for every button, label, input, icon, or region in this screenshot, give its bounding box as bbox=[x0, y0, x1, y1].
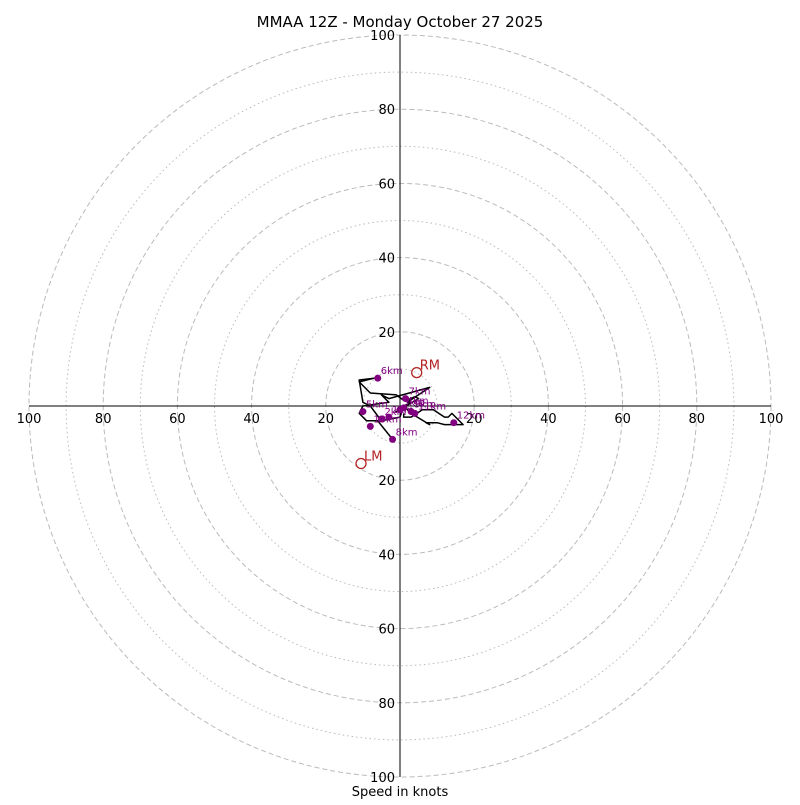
height-marker-dot bbox=[359, 408, 367, 416]
height-marker-label: 12km bbox=[457, 411, 485, 422]
storm-motion-marker bbox=[355, 457, 367, 470]
height-marker-label: 8km bbox=[396, 427, 418, 438]
height-marker-label: 4km bbox=[407, 396, 429, 407]
height-marker-dot bbox=[402, 395, 410, 403]
storm-motion-marker bbox=[411, 366, 423, 379]
height-marker-label: 6km bbox=[381, 366, 403, 377]
height-marker-dot bbox=[374, 374, 382, 382]
x-tick-label: 20 bbox=[466, 412, 483, 427]
y-tick-label: 80 bbox=[378, 697, 395, 712]
tick-labels: 100 80 60 40 20 20 40 60 80 100 100 80 60 40 20 20 40 60 8… bbox=[17, 29, 784, 786]
y-tick-label: 20 bbox=[378, 474, 395, 489]
height-marker-label: 2km bbox=[384, 407, 406, 418]
x-tick-label: 80 bbox=[95, 412, 112, 427]
height-marker-dot bbox=[450, 419, 458, 427]
axes bbox=[29, 35, 771, 777]
storm-motion-label: LM bbox=[364, 450, 382, 465]
y-tick-label: 20 bbox=[378, 326, 395, 341]
x-tick-label: 40 bbox=[540, 412, 557, 427]
wind-trace-line bbox=[358, 377, 464, 440]
storm-motion-markers: RM LM bbox=[355, 359, 440, 470]
x-tick-label: 60 bbox=[169, 412, 186, 427]
y-tick-label: 40 bbox=[378, 548, 395, 563]
height-marker-label: 3km bbox=[403, 398, 425, 409]
x-axis-label: Speed in knots bbox=[352, 785, 449, 800]
wind-trace bbox=[358, 377, 464, 440]
x-tick-label: 60 bbox=[614, 412, 631, 427]
height-marker-dot bbox=[385, 413, 393, 421]
height-marker-dot bbox=[366, 422, 374, 430]
y-tick-label: 80 bbox=[378, 103, 395, 118]
height-marker-label: 10km bbox=[373, 414, 401, 425]
height-marker-dot bbox=[377, 415, 385, 423]
y-tick-label: 60 bbox=[378, 177, 395, 192]
height-marker-label: 9km bbox=[414, 400, 436, 411]
y-tick-label: 100 bbox=[370, 29, 395, 44]
y-tick-label: 100 bbox=[370, 771, 395, 786]
x-tick-label: 80 bbox=[689, 412, 706, 427]
height-marker-label: 7km bbox=[409, 387, 431, 398]
height-marker-label: 5km bbox=[366, 400, 388, 411]
storm-motion-label: RM bbox=[420, 359, 440, 374]
x-tick-label: 100 bbox=[17, 412, 42, 427]
height-marker-label: 11km bbox=[418, 401, 446, 412]
x-tick-label: 40 bbox=[243, 412, 260, 427]
height-marker-dot bbox=[400, 404, 408, 412]
y-tick-label: 40 bbox=[378, 252, 395, 267]
height-marker-dot bbox=[389, 435, 397, 443]
y-tick-label: 60 bbox=[378, 623, 395, 638]
x-tick-label: 100 bbox=[759, 412, 784, 427]
height-marker-dot bbox=[411, 409, 419, 417]
height-markers: 1km2km3km4km5km6km7km8km9km10km11km12km bbox=[359, 366, 485, 443]
x-tick-label: 20 bbox=[318, 412, 335, 427]
chart-title: MMAA 12Z - Monday October 27 2025 bbox=[257, 13, 544, 31]
